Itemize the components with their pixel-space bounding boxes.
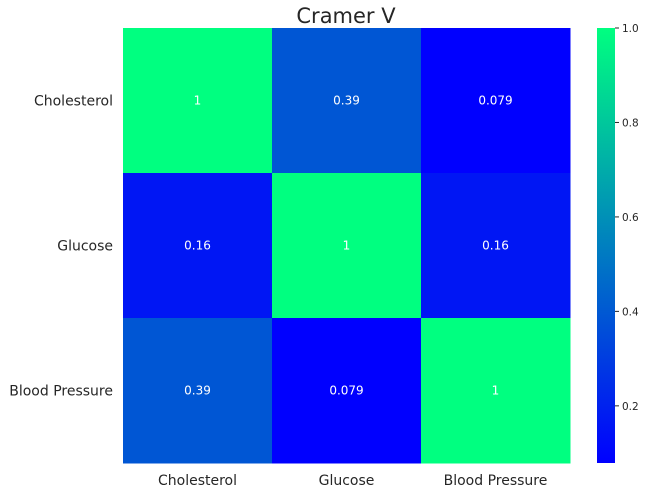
heatmap-cell — [421, 173, 571, 319]
heatmap-cell — [123, 28, 273, 174]
cell-annotation: 1 — [194, 94, 202, 108]
colorbar-tick-label: 1.0 — [622, 23, 639, 35]
heatmap-cell — [123, 318, 273, 464]
cell-annotation: 0.079 — [329, 384, 363, 398]
cell-annotation: 1 — [492, 384, 500, 398]
heatmap-cell — [272, 173, 422, 319]
heatmap-cell — [272, 28, 422, 174]
heatmap-cell — [123, 173, 273, 319]
cell-annotation: 0.079 — [478, 94, 512, 108]
row-label: Glucose — [57, 239, 113, 255]
column-label: Glucose — [319, 473, 375, 489]
cell-annotation: 0.16 — [184, 239, 211, 253]
colorbar-tick-label: 0.4 — [622, 306, 639, 318]
chart-title: Cramer V — [296, 4, 396, 28]
colorbar-tick-label: 0.6 — [622, 212, 639, 224]
heatmap-cell — [272, 318, 422, 464]
column-label: Cholesterol — [158, 473, 237, 489]
colorbar-tick-label: 0.2 — [622, 401, 639, 413]
heatmap-cell — [421, 318, 571, 464]
colorbar-tick-label: 0.8 — [622, 117, 639, 129]
column-label: Blood Pressure — [444, 473, 548, 489]
cell-annotation: 0.16 — [482, 239, 509, 253]
cell-annotation: 0.39 — [333, 94, 360, 108]
colorbar — [597, 28, 615, 463]
heatmap-cell — [421, 28, 571, 174]
cell-annotation: 1 — [343, 239, 351, 253]
row-label: Blood Pressure — [9, 384, 113, 400]
cell-annotation: 0.39 — [184, 384, 211, 398]
row-label: Cholesterol — [34, 94, 113, 110]
